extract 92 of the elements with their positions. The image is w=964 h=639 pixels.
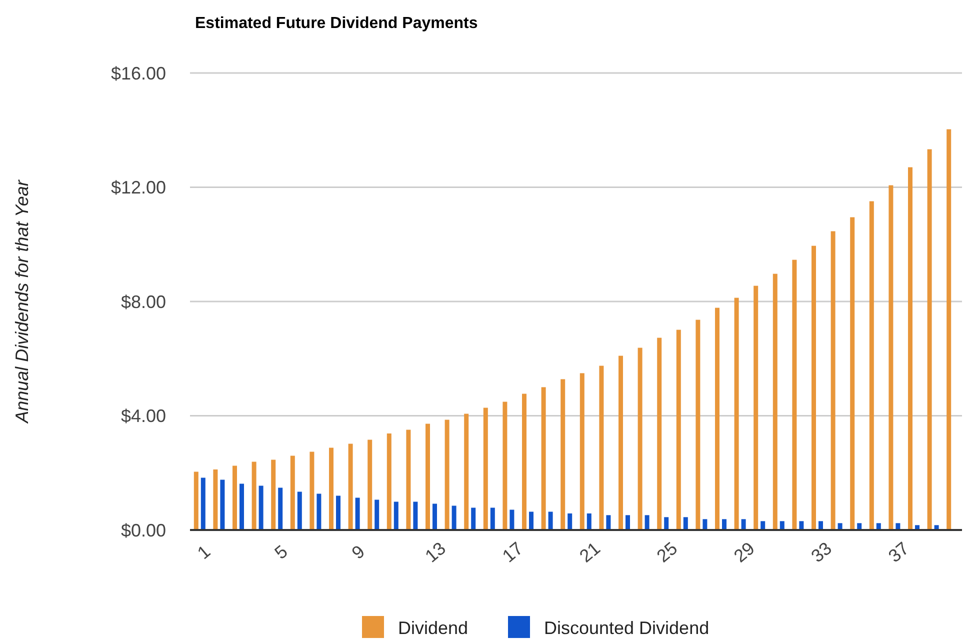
bar (316, 494, 322, 530)
bar (696, 320, 700, 530)
bar (638, 348, 642, 530)
bar (702, 519, 708, 530)
bar (368, 440, 372, 530)
y-tick-label: $0.00 (120, 520, 166, 540)
legend-label: Dividend (398, 618, 468, 638)
bar (850, 217, 855, 530)
bar (432, 504, 437, 530)
bar (754, 286, 758, 530)
bar (220, 480, 225, 530)
bar (657, 338, 662, 530)
x-tick-label: 17 (498, 538, 527, 566)
bar (529, 512, 534, 530)
x-tick-label: 13 (421, 538, 450, 566)
x-tick-label: 33 (807, 538, 836, 566)
bar (329, 448, 334, 530)
x-tick-label: 37 (884, 538, 913, 566)
bar (278, 488, 283, 530)
bar (722, 519, 726, 530)
bar (232, 466, 237, 530)
bar (502, 402, 508, 530)
x-tick-label: 29 (730, 538, 758, 566)
bar (406, 430, 411, 530)
bar (522, 394, 526, 530)
x-tick-label: 5 (270, 541, 292, 564)
bar (200, 478, 206, 530)
bar (413, 502, 418, 530)
bar (683, 517, 688, 530)
bar (644, 515, 650, 530)
bar (213, 469, 218, 530)
bar (580, 373, 584, 530)
bar (734, 298, 739, 530)
bar (760, 521, 766, 530)
bar (560, 379, 566, 530)
bar (258, 486, 264, 530)
bar (290, 456, 295, 530)
bar (715, 308, 720, 530)
bar (888, 185, 894, 530)
y-tick-label: $12.00 (110, 178, 166, 198)
bar (490, 508, 495, 530)
chart-title: Estimated Future Dividend Payments (195, 15, 478, 32)
bar (336, 496, 340, 530)
bar (599, 366, 604, 530)
bar (426, 424, 430, 530)
bar (772, 274, 778, 530)
bar (818, 521, 823, 530)
bar (452, 506, 456, 530)
x-tick-label: 21 (576, 538, 604, 566)
bar (348, 444, 353, 530)
bar (664, 517, 669, 530)
y-tick-label: $8.00 (120, 292, 166, 312)
bar (240, 484, 244, 530)
y-tick-label: $4.00 (120, 406, 166, 426)
bar (799, 521, 804, 530)
bar (869, 201, 874, 530)
bar (586, 513, 592, 530)
bar (483, 408, 488, 530)
bar (252, 462, 256, 530)
bar (927, 149, 932, 530)
x-tick-label: 25 (652, 538, 682, 566)
bar (464, 414, 469, 530)
x-tick-label: 1 (194, 541, 214, 564)
bar (606, 515, 611, 530)
bar (618, 356, 623, 530)
bar (792, 260, 797, 530)
bar (297, 492, 302, 530)
y-tick-label: $16.00 (110, 63, 166, 84)
bar (548, 512, 553, 530)
bar (386, 433, 392, 530)
y-axis-title: Annual Dividends for that Year (12, 179, 32, 424)
legend-label: Discounted Dividend (544, 618, 710, 638)
bar (510, 510, 514, 530)
bar (676, 330, 681, 530)
bar (471, 508, 476, 530)
bar (310, 452, 314, 530)
bar (946, 129, 952, 530)
bar (741, 519, 746, 530)
bar (374, 500, 380, 530)
bar (568, 513, 572, 530)
bar (394, 502, 398, 530)
bar (812, 246, 816, 530)
bar (830, 231, 836, 530)
bar (541, 387, 546, 530)
bar (194, 472, 198, 530)
bar (626, 515, 630, 530)
bar (780, 521, 784, 530)
bar (908, 167, 912, 530)
x-tick-label: 9 (348, 541, 369, 564)
bar (444, 420, 450, 530)
bar (271, 460, 276, 530)
bar (355, 498, 360, 530)
